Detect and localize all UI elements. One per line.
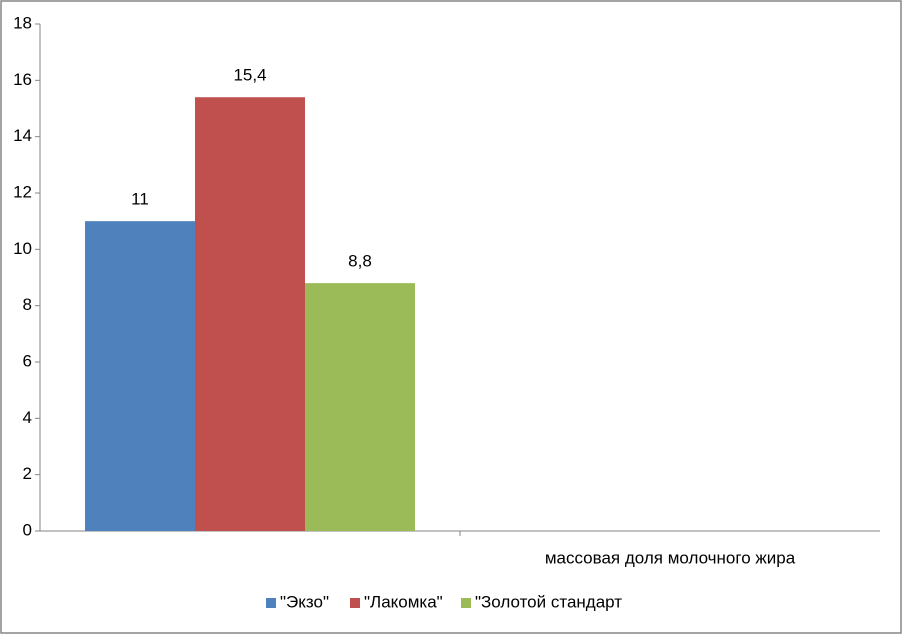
legend-label: "Экзо" — [280, 592, 329, 611]
y-tick-label: 12 — [13, 182, 32, 201]
y-tick-label: 2 — [23, 464, 32, 483]
bar — [305, 283, 415, 531]
x-tick-label: массовая доля молочного жира — [545, 548, 796, 567]
data-label: 8,8 — [348, 252, 372, 271]
y-tick-label: 16 — [13, 70, 32, 89]
y-tick-label: 4 — [23, 408, 32, 427]
legend-swatch — [461, 598, 471, 608]
legend-label: "Лакомка" — [364, 592, 443, 611]
data-label: 11 — [131, 190, 149, 209]
y-tick-label: 6 — [23, 351, 32, 370]
y-tick-label: 10 — [13, 239, 32, 258]
y-tick-label: 14 — [13, 126, 32, 145]
legend-swatch — [266, 598, 276, 608]
y-tick-label: 8 — [23, 295, 32, 314]
y-tick-label: 0 — [23, 520, 32, 539]
legend-label: "Золотой стандарт — [475, 592, 622, 611]
y-tick-label: 18 — [13, 13, 32, 32]
legend-swatch — [350, 598, 360, 608]
bar — [85, 221, 195, 531]
bar — [195, 97, 305, 531]
data-label: 15,4 — [233, 66, 266, 85]
